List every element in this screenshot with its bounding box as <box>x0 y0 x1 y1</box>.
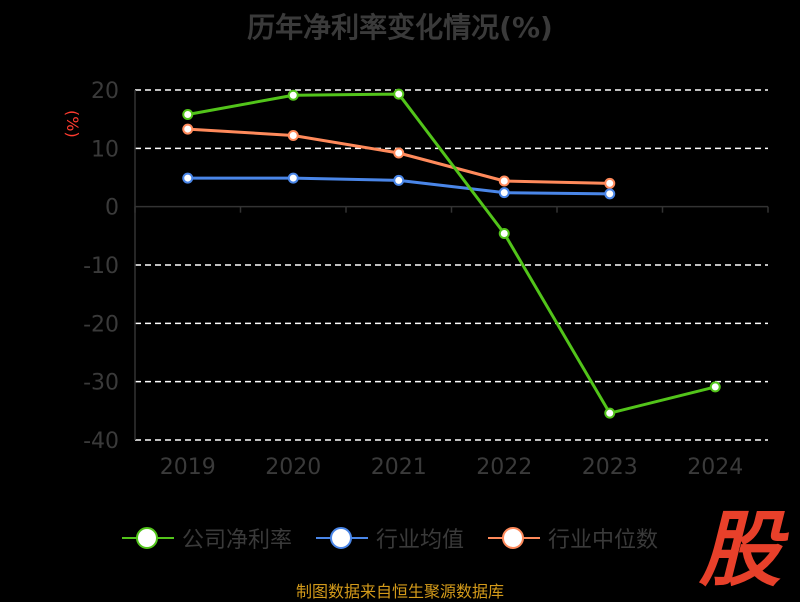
legend-item[interactable]: 行业中位数 <box>486 522 658 554</box>
data-point <box>709 381 721 393</box>
data-point <box>393 174 405 186</box>
legend: 公司净利率 行业均值 行业中位数 <box>120 518 658 558</box>
data-point <box>604 407 616 419</box>
data-point <box>604 177 616 189</box>
data-point <box>287 172 299 184</box>
y-tick-label: 20 <box>91 79 119 104</box>
data-point <box>182 123 194 135</box>
logo-text: 股 <box>698 503 789 593</box>
x-tick-label: 2023 <box>582 455 638 480</box>
x-tick-label: 2021 <box>371 455 427 480</box>
logo-mark: 股 <box>698 503 789 593</box>
data-point <box>393 88 405 100</box>
y-tick-label: 0 <box>105 196 119 221</box>
data-point <box>498 175 510 187</box>
legend-marker <box>314 526 370 550</box>
legend-item[interactable]: 公司净利率 <box>120 522 292 554</box>
y-tick-label: -30 <box>83 371 119 396</box>
x-tick-label: 2019 <box>160 455 216 480</box>
y-tick-label: 10 <box>91 137 119 162</box>
source-note: 制图数据来自恒生聚源数据库 <box>295 582 504 601</box>
legend-marker <box>120 526 176 550</box>
x-tick-label: 2020 <box>265 455 321 480</box>
data-point <box>604 188 616 200</box>
legend-label: 行业中位数 <box>548 528 659 553</box>
data-point <box>393 147 405 159</box>
data-point <box>287 130 299 141</box>
legend-marker <box>486 526 542 550</box>
data-point <box>182 109 194 120</box>
y-axis-label: (%) <box>63 110 82 138</box>
data-point <box>182 172 194 184</box>
legend-label: 公司净利率 <box>182 528 293 553</box>
series-line <box>187 92 716 415</box>
y-tick-label: -40 <box>83 429 119 454</box>
data-point <box>498 187 510 199</box>
data-point <box>287 89 299 101</box>
chart-title: 历年净利率变化情况(%) <box>247 11 553 44</box>
y-tick-label: -10 <box>83 254 119 279</box>
data-point <box>498 228 510 239</box>
legend-item[interactable]: 行业均值 <box>314 522 464 554</box>
x-tick-label: 2024 <box>687 455 743 480</box>
legend-label: 行业均值 <box>376 528 465 553</box>
x-tick-label: 2022 <box>476 455 532 480</box>
y-tick-label: -20 <box>83 312 119 337</box>
